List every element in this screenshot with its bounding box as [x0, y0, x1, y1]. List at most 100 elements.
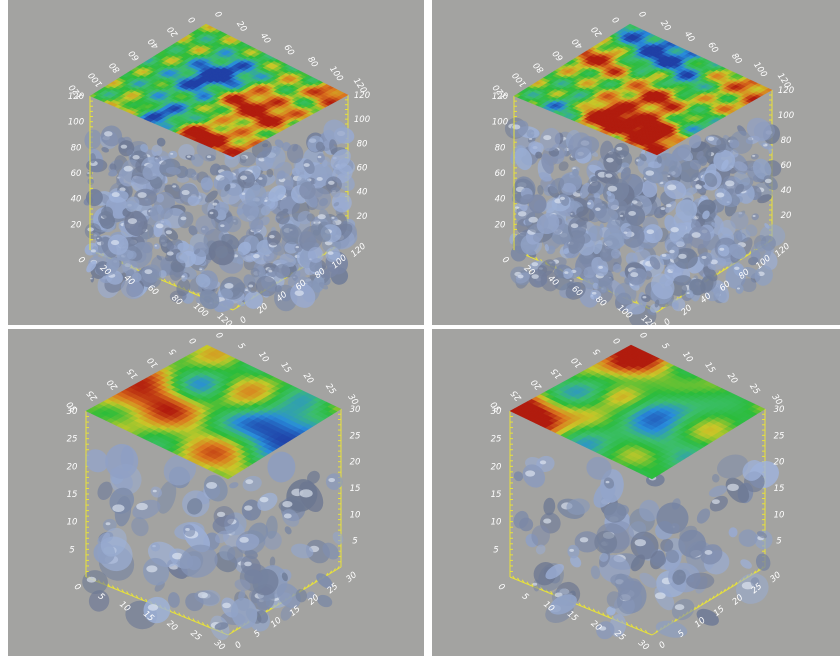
- tick-label-top-right: 20: [725, 371, 739, 386]
- tick-label-top-left: 80: [532, 60, 547, 75]
- tick-label-top-right: 100: [327, 65, 345, 84]
- tick-label-z-left: 20: [67, 462, 78, 472]
- tick-label-top-left: 20: [105, 377, 120, 392]
- tick-label-y: 30: [344, 570, 359, 585]
- tick-label-top-left: 0: [188, 335, 199, 346]
- isosurface: [504, 117, 786, 325]
- top-slice-field: [85, 344, 342, 480]
- tick-label-top-right: 40: [682, 30, 696, 45]
- tick-label-top-right: 20: [234, 19, 248, 34]
- tick-label-top-right: 5: [235, 341, 246, 351]
- tick-label-y: 0: [238, 315, 249, 325]
- tick-label-z-left: 60: [495, 169, 506, 179]
- tick-label-z-left: 120: [68, 92, 84, 102]
- tick-label-z-right: 5: [352, 537, 357, 547]
- tick-label-z-left: 25: [67, 435, 78, 445]
- tick-label-z-left: 20: [495, 220, 506, 230]
- tick-label-z-left: 5: [493, 545, 498, 555]
- tick-label-z-right: 60: [357, 164, 368, 174]
- tick-label-top-left: 0: [612, 335, 623, 346]
- tick-label-z-right: 25: [350, 431, 361, 441]
- tick-label-y: 30: [768, 570, 783, 585]
- tick-label-x: 120: [639, 313, 658, 325]
- tick-label-top-left: 15: [126, 366, 141, 381]
- tick-label-z-left: 80: [495, 143, 506, 153]
- panel-top-right: 0 20 40 60 80 100 120 0 20 40 60 80 100 120 20 40 60 80 10…: [432, 0, 840, 325]
- tick-label-top-left: 10: [146, 355, 161, 370]
- tick-label-z-right: 20: [781, 211, 792, 221]
- tick-label-top-left: 40: [146, 36, 161, 51]
- tick-label-top-left: 20: [529, 377, 544, 392]
- tick-label-top-left: 40: [570, 36, 585, 51]
- tick-label-y: 5: [676, 629, 687, 640]
- tick-label-z-left: 10: [67, 518, 78, 528]
- tick-label-z-right: 15: [350, 484, 361, 494]
- tick-label-z-right: 80: [781, 136, 792, 146]
- tick-label-z-left: 25: [491, 435, 502, 445]
- tick-label-z-left: 80: [71, 143, 82, 153]
- tick-label-top-left: 10: [570, 355, 585, 370]
- tick-label-z-right: 10: [350, 510, 361, 520]
- tick-label-x: 0: [496, 582, 507, 593]
- tick-label-x: 30: [636, 638, 651, 653]
- tick-label-top-right: 80: [305, 55, 319, 70]
- isosurface: [82, 444, 344, 641]
- tick-label-top-left: 0: [611, 14, 622, 25]
- top-slice-field: [89, 23, 349, 158]
- tick-label-z-right: 120: [354, 91, 370, 101]
- tick-label-top-right: 10: [256, 350, 270, 365]
- tick-label-top-left: 100: [511, 70, 529, 89]
- tick-label-z-left: 20: [491, 462, 502, 472]
- tick-label-top-left: 0: [187, 14, 198, 25]
- tick-label-top-left: 5: [168, 346, 179, 357]
- panel-top-left: 0 20 40 60 80 100 120 0 20 40 60 80 100 120 20 40 60 80 10…: [8, 0, 424, 325]
- tick-label-z-left: 15: [67, 490, 78, 500]
- tick-label-top-left: 60: [127, 48, 142, 63]
- tick-label-z-right: 5: [776, 537, 781, 547]
- tick-label-z-right: 80: [357, 139, 368, 149]
- tick-label-z-left: 15: [491, 490, 502, 500]
- tick-label-x: 20: [165, 619, 180, 634]
- tick-label-top-left: 5: [592, 346, 603, 357]
- tick-label-z-right: 20: [350, 458, 361, 468]
- tick-label-z-right: 10: [774, 510, 785, 520]
- tick-label-top-right: 5: [659, 341, 670, 351]
- tick-label-top-right: 0: [213, 331, 224, 341]
- tick-label-top-right: 25: [747, 382, 761, 397]
- tick-label-z-right: 40: [357, 188, 368, 198]
- tick-label-z-right: 100: [354, 115, 370, 125]
- tick-label-x: 0: [72, 582, 83, 593]
- tick-label-z-right: 60: [781, 161, 792, 171]
- tick-label-z-left: 20: [71, 220, 82, 230]
- tick-label-top-right: 60: [281, 43, 295, 58]
- tick-label-y: 5: [252, 629, 263, 640]
- tick-label-z-right: 15: [774, 484, 785, 494]
- tick-label-top-right: 10: [680, 350, 694, 365]
- tick-label-z-left: 120: [492, 92, 508, 102]
- tick-label-x: 0: [500, 255, 511, 266]
- tick-label-top-left: 20: [590, 24, 605, 39]
- isosurface: [83, 119, 358, 313]
- tick-label-z-right: 30: [350, 405, 361, 415]
- tick-label-top-left: 80: [108, 60, 123, 75]
- tick-label-top-left: 100: [87, 70, 105, 89]
- tick-label-x: 120: [215, 311, 234, 325]
- tick-label-z-right: 25: [774, 431, 785, 441]
- tick-label-z-left: 40: [71, 195, 82, 205]
- tick-label-x: 5: [520, 592, 531, 603]
- tick-label-x: 0: [76, 255, 87, 266]
- tick-label-x: 5: [96, 592, 107, 603]
- tick-label-top-right: 0: [636, 10, 647, 20]
- tick-label-z-right: 30: [774, 405, 785, 415]
- tick-label-y: 0: [662, 317, 673, 325]
- tick-label-z-left: 5: [69, 545, 74, 555]
- tick-label-z-left: 60: [71, 169, 82, 179]
- tick-label-top-right: 0: [637, 331, 648, 341]
- tick-label-z-left: 100: [68, 118, 84, 128]
- tick-label-top-right: 25: [323, 382, 337, 397]
